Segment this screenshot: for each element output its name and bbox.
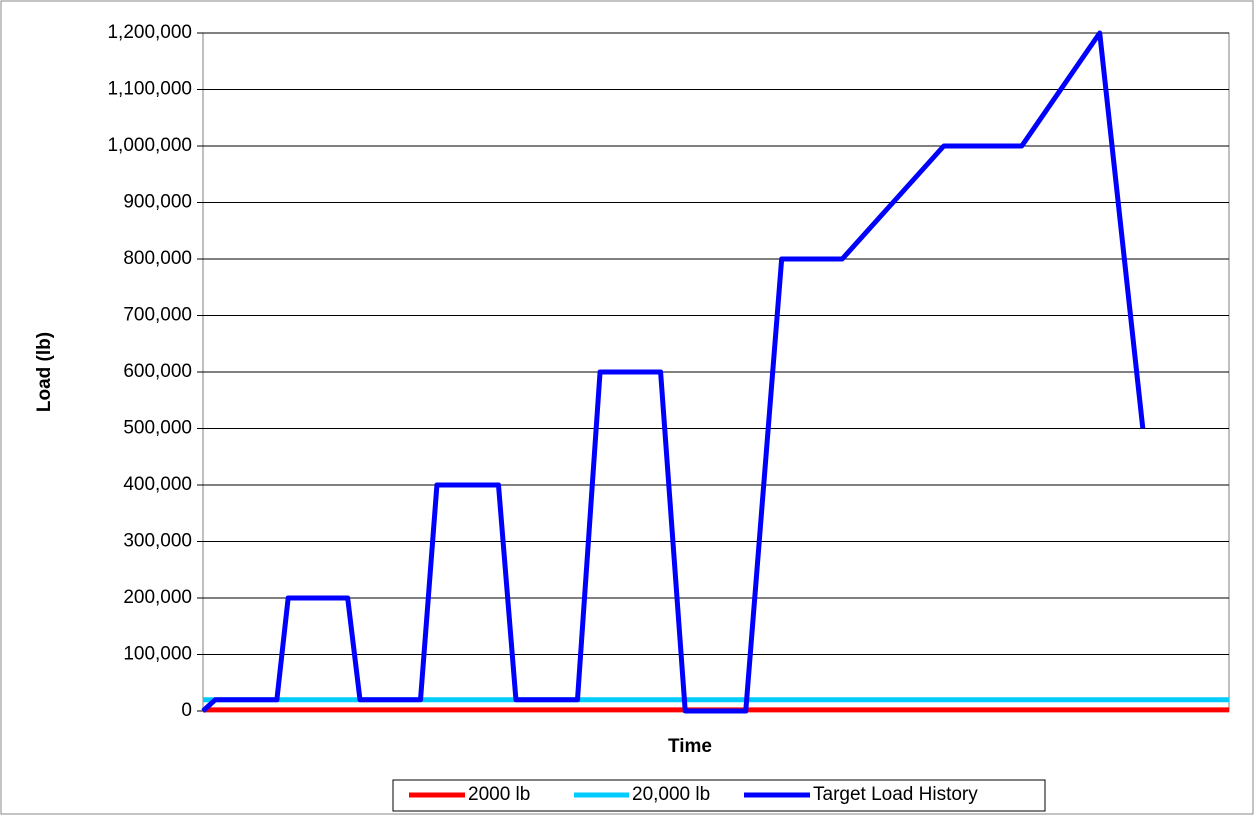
y-tick-label: 600,000 bbox=[123, 361, 192, 382]
legend-label: 2000 lb bbox=[468, 784, 530, 805]
y-tick-label: 100,000 bbox=[123, 644, 192, 665]
legend-box bbox=[392, 779, 1046, 812]
y-tick-label: 300,000 bbox=[123, 531, 192, 552]
y-axis-title: Load (lb) bbox=[34, 332, 55, 412]
legend-label: 20,000 lb bbox=[632, 784, 710, 805]
y-tick-label: 400,000 bbox=[123, 474, 192, 495]
y-tick-label: 500,000 bbox=[123, 418, 192, 439]
y-tick-label: 800,000 bbox=[123, 248, 192, 269]
y-tick-label: 1,000,000 bbox=[107, 135, 192, 156]
y-tick-label: 700,000 bbox=[123, 305, 192, 326]
y-tick-label: 1,100,000 bbox=[107, 79, 192, 100]
y-tick-label: 200,000 bbox=[123, 587, 192, 608]
legend-label: Target Load History bbox=[813, 784, 978, 805]
y-tick-label: 0 bbox=[181, 700, 192, 721]
x-axis-title: Time bbox=[668, 736, 712, 757]
y-tick-label: 1,200,000 bbox=[107, 22, 192, 43]
y-tick-label: 900,000 bbox=[123, 192, 192, 213]
series-line bbox=[201, 30, 1146, 714]
